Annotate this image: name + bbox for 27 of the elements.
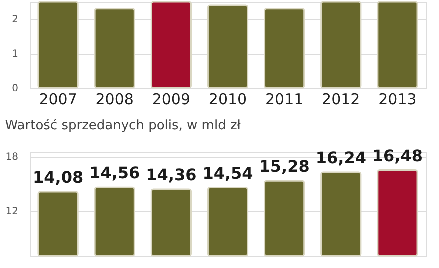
y-tick-label: 12 bbox=[6, 206, 18, 218]
data-label: 16,48 bbox=[372, 146, 424, 166]
x-tick-label: 2010 bbox=[208, 90, 248, 108]
bar bbox=[94, 8, 136, 89]
data-label: 14,08 bbox=[32, 168, 84, 187]
x-tick-label: 2009 bbox=[152, 90, 191, 108]
y-tick-label: 0 bbox=[12, 84, 18, 94]
bar bbox=[38, 1, 79, 89]
bar bbox=[207, 4, 249, 89]
bar bbox=[377, 1, 418, 89]
x-tick-label: 2007 bbox=[39, 90, 78, 108]
data-label: 14,36 bbox=[146, 165, 197, 184]
x-tick-label: 2008 bbox=[96, 90, 134, 108]
bar bbox=[320, 1, 362, 89]
x-tick-label: 2011 bbox=[265, 90, 304, 108]
bar bbox=[150, 1, 192, 89]
bar bbox=[264, 8, 306, 89]
y-tick-label: 2 bbox=[12, 14, 18, 26]
data-label: 14,54 bbox=[202, 164, 254, 183]
data-label: 16,24 bbox=[316, 148, 366, 168]
y-tick-label: 1 bbox=[12, 49, 18, 60]
data-label: 14,56 bbox=[90, 164, 140, 183]
x-tick-label: 2012 bbox=[322, 90, 360, 108]
data-label: 15,28 bbox=[259, 157, 310, 176]
x-tick-label: 2013 bbox=[378, 90, 417, 108]
chart-title: Wartość sprzedanych polis, w mld zł bbox=[5, 118, 242, 134]
y-tick-label: 18 bbox=[6, 152, 18, 164]
